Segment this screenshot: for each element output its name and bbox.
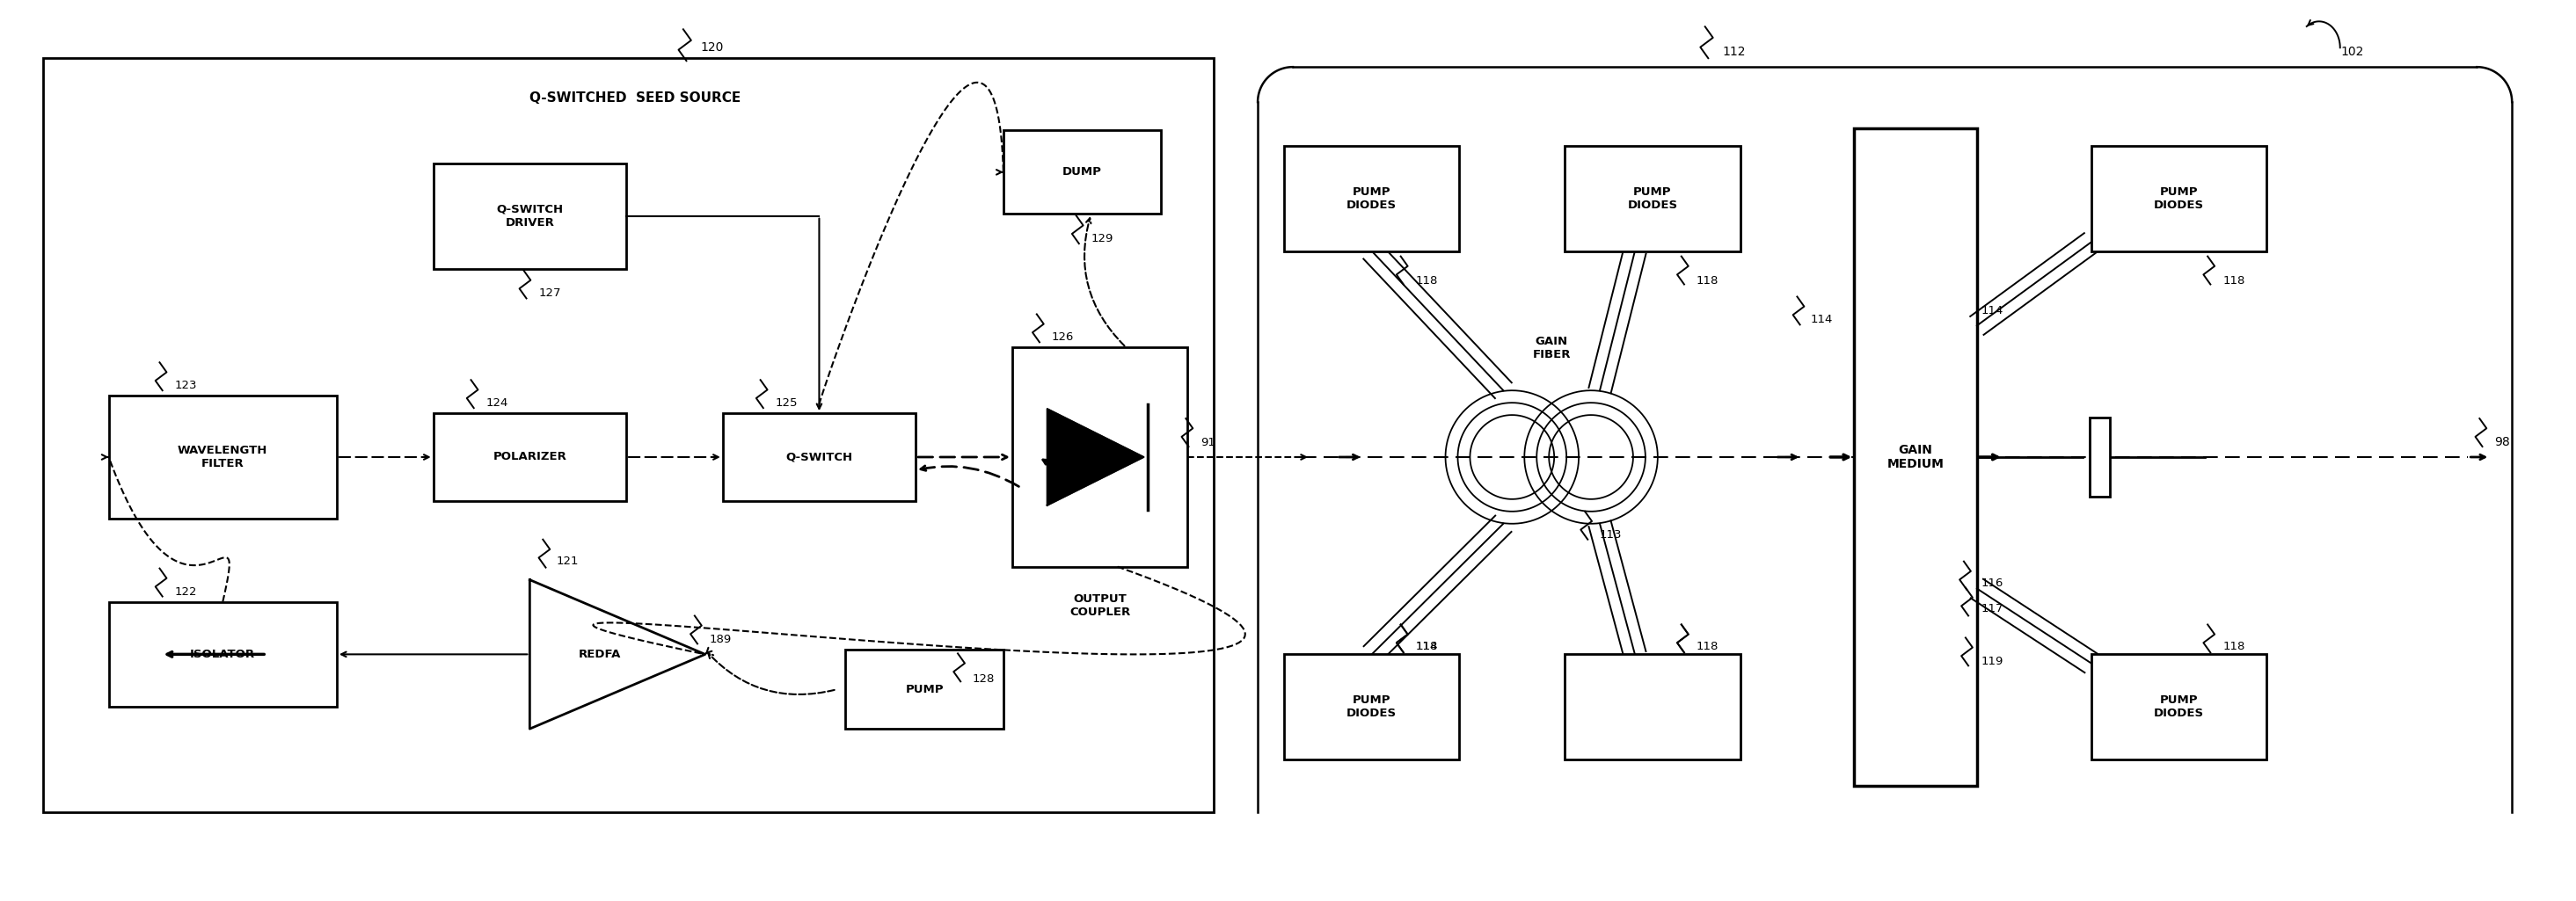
- Text: 118: 118: [1417, 275, 1437, 287]
- Text: 129: 129: [1092, 233, 1113, 244]
- Bar: [108, 602, 337, 707]
- Text: OUTPUT
COUPLER: OUTPUT COUPLER: [1069, 593, 1131, 617]
- Text: PUMP
DIODES: PUMP DIODES: [1628, 187, 1677, 211]
- Bar: [2092, 654, 2267, 760]
- Text: 102: 102: [2342, 46, 2365, 59]
- Text: 127: 127: [538, 287, 562, 299]
- Text: 118: 118: [1695, 642, 1718, 652]
- Bar: [1012, 348, 1188, 567]
- Bar: [1564, 146, 1741, 251]
- Text: 117: 117: [1981, 604, 2004, 614]
- Text: 112: 112: [1723, 46, 1747, 59]
- Bar: [2092, 146, 2267, 251]
- Text: 98: 98: [2494, 436, 2509, 449]
- Text: DUMP: DUMP: [1061, 167, 1103, 177]
- Text: Q-SWITCH: Q-SWITCH: [786, 451, 853, 463]
- Text: ISOLATOR: ISOLATOR: [191, 649, 255, 660]
- Bar: [108, 396, 337, 518]
- Text: 124: 124: [487, 397, 507, 409]
- Text: 122: 122: [175, 586, 196, 597]
- Text: 118: 118: [2223, 275, 2244, 287]
- Text: GAIN
FIBER: GAIN FIBER: [1533, 336, 1571, 360]
- Text: 189: 189: [708, 634, 732, 645]
- Text: 118: 118: [1695, 275, 1718, 287]
- Text: 114: 114: [1981, 305, 2004, 317]
- Text: 120: 120: [701, 41, 724, 54]
- Bar: [1283, 146, 1461, 251]
- Bar: [1283, 654, 1461, 760]
- Text: 113: 113: [1600, 529, 1623, 541]
- Text: PUMP
DIODES: PUMP DIODES: [1347, 695, 1396, 719]
- Bar: [1855, 128, 1976, 786]
- Text: PUMP: PUMP: [904, 684, 943, 695]
- Bar: [2089, 418, 2110, 496]
- Bar: [845, 650, 1005, 729]
- Text: 118: 118: [1417, 642, 1437, 652]
- Text: Q-SWITCHED  SEED SOURCE: Q-SWITCHED SEED SOURCE: [528, 91, 742, 105]
- Text: PUMP
DIODES: PUMP DIODES: [2154, 695, 2205, 719]
- Bar: [724, 414, 914, 501]
- Bar: [433, 414, 626, 501]
- Bar: [1005, 131, 1162, 214]
- Bar: [44, 59, 1213, 812]
- Text: 121: 121: [556, 555, 580, 567]
- Text: 119: 119: [1981, 656, 2004, 668]
- Bar: [433, 163, 626, 268]
- Text: POLARIZER: POLARIZER: [492, 451, 567, 463]
- Text: 125: 125: [775, 397, 799, 409]
- Text: 114: 114: [1811, 314, 1832, 325]
- Text: PUMP
DIODES: PUMP DIODES: [2154, 187, 2205, 211]
- Text: 116: 116: [1981, 578, 2004, 588]
- Bar: [1564, 654, 1741, 760]
- Text: REDFA: REDFA: [580, 649, 621, 660]
- Text: 128: 128: [974, 674, 994, 685]
- Text: Q-SWITCH
DRIVER: Q-SWITCH DRIVER: [497, 204, 564, 228]
- Text: 118: 118: [2223, 642, 2244, 652]
- Text: 123: 123: [175, 380, 196, 391]
- Text: PUMP
DIODES: PUMP DIODES: [1347, 187, 1396, 211]
- Text: WAVELENGTH
FILTER: WAVELENGTH FILTER: [178, 445, 268, 469]
- Text: GAIN
MEDIUM: GAIN MEDIUM: [1888, 444, 1945, 470]
- Polygon shape: [531, 580, 706, 729]
- Polygon shape: [1048, 409, 1144, 505]
- Text: 114: 114: [1417, 642, 1437, 652]
- Text: 126: 126: [1051, 332, 1074, 343]
- Text: 91: 91: [1200, 437, 1216, 449]
